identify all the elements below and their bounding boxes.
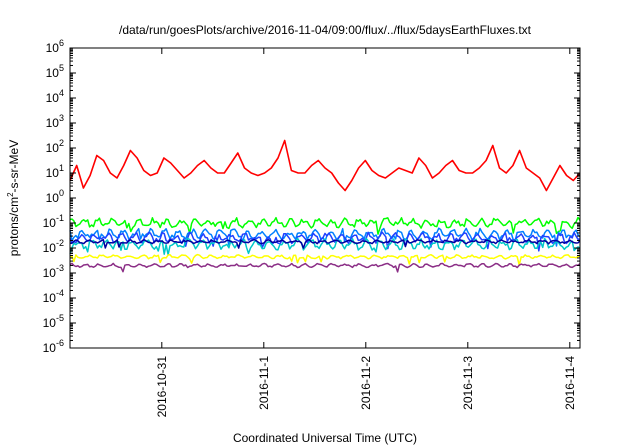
- series-line-2: [69, 216, 581, 235]
- y-tick-base: 10: [46, 166, 60, 180]
- y-tick-exponent: -6: [56, 338, 64, 348]
- y-tick-base: 10: [43, 316, 57, 330]
- y-axis-ticks: 10-610-510-410-310-210-11001011021031041…: [43, 38, 580, 355]
- series-line-1: [69, 139, 581, 192]
- x-tick-label: 2016-11-1: [257, 356, 271, 410]
- y-axis-label: protons/cm2-s-sr-MeV: [6, 140, 21, 256]
- series-line-8: [69, 262, 581, 273]
- y-axis-label-sup: 2: [6, 192, 15, 197]
- y-tick-label: 10-6: [43, 338, 64, 355]
- y-tick-label: 106: [46, 38, 64, 55]
- y-tick-label: 103: [46, 113, 64, 130]
- y-tick-exponent: -4: [56, 288, 64, 298]
- y-tick-base: 10: [43, 266, 57, 280]
- y-tick-exponent: 0: [59, 188, 64, 198]
- y-tick-label: 105: [46, 63, 64, 80]
- y-tick-base: 10: [43, 291, 57, 305]
- x-tick-label: 2016-10-31: [155, 356, 169, 418]
- x-axis-label: Coordinated Universal Time (UTC): [233, 431, 417, 445]
- series-line-6: [69, 238, 581, 249]
- y-tick-label: 10-2: [43, 238, 64, 255]
- y-tick-exponent: 6: [59, 38, 64, 48]
- y-axis-label-suffix: -s-sr-MeV: [7, 140, 21, 193]
- y-axis-label-prefix: protons/cm: [7, 197, 21, 256]
- series-line-7: [69, 253, 580, 266]
- y-tick-base: 10: [46, 91, 60, 105]
- y-tick-exponent: 5: [59, 63, 64, 73]
- y-tick-label: 10-4: [43, 288, 64, 305]
- y-tick-exponent: 3: [59, 113, 64, 123]
- y-tick-label: 102: [46, 138, 64, 155]
- x-tick-label: 2016-11-3: [461, 356, 475, 410]
- y-tick-exponent: 4: [59, 88, 64, 98]
- x-axis-ticks: 2016-10-31 2016-11-1 2016-11-2 2016-11-3 201…: [155, 48, 577, 417]
- y-tick-label: 10-5: [43, 313, 64, 330]
- y-tick-exponent: 2: [59, 138, 64, 148]
- y-tick-base: 10: [46, 66, 60, 80]
- y-tick-base: 10: [46, 141, 60, 155]
- y-tick-label: 104: [46, 88, 64, 105]
- y-tick-exponent: -5: [56, 313, 64, 323]
- y-tick-base: 10: [43, 341, 57, 355]
- y-tick-base: 10: [43, 241, 57, 255]
- y-tick-exponent: -3: [56, 263, 64, 273]
- y-tick-base: 10: [43, 216, 57, 230]
- plot-frame: [69, 47, 581, 349]
- series-layer: [69, 139, 581, 273]
- y-tick-exponent: -2: [56, 238, 64, 248]
- y-tick-label: 10-3: [43, 263, 64, 280]
- y-tick-label: 101: [46, 163, 64, 180]
- y-tick-base: 10: [46, 191, 60, 205]
- series-line-5: [69, 237, 581, 256]
- y-tick-base: 10: [46, 41, 60, 55]
- y-tick-base: 10: [46, 116, 60, 130]
- y-tick-exponent: 1: [59, 163, 64, 173]
- x-tick-label: 2016-11-4: [563, 356, 577, 410]
- chart-title: /data/run/goesPlots/archive/2016-11-04/0…: [119, 23, 532, 37]
- y-tick-label: 10-1: [43, 213, 64, 230]
- y-tick-exponent: -1: [56, 213, 64, 223]
- x-tick-label: 2016-11-2: [359, 356, 373, 410]
- y-tick-label: 100: [46, 188, 64, 205]
